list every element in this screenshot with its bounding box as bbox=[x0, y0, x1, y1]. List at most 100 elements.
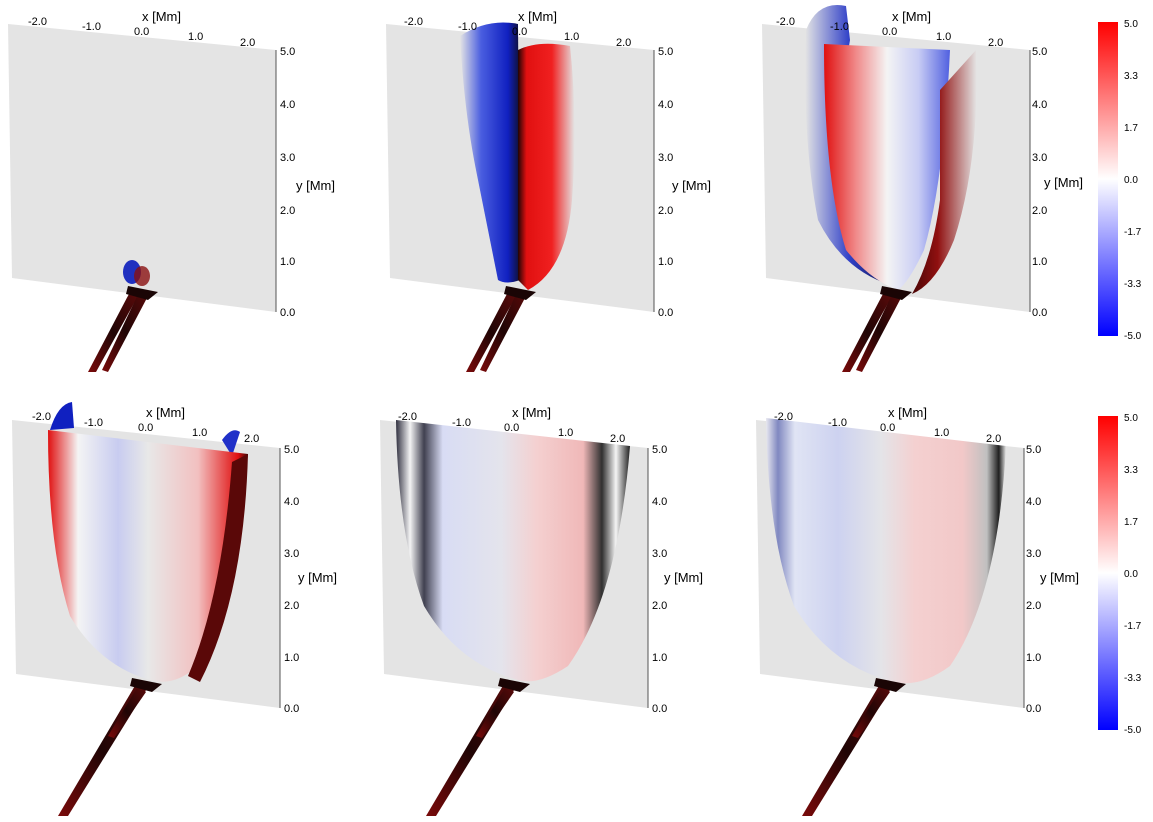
x-tick: 0.0 bbox=[880, 422, 895, 434]
slice-plane bbox=[8, 24, 276, 312]
colorbar-tick: 0.0 bbox=[1124, 569, 1138, 580]
colorbar-tick: 3.3 bbox=[1124, 71, 1138, 82]
x-axis-title: x [Mm] bbox=[142, 9, 181, 24]
y-tick: 5.0 bbox=[280, 46, 295, 58]
x-tick: 2.0 bbox=[616, 37, 631, 49]
blue-sheet bbox=[460, 22, 520, 283]
x-tick: 1.0 bbox=[936, 31, 951, 43]
dark-edge bbox=[188, 454, 248, 682]
x-axis-title: x [Mm] bbox=[518, 9, 557, 24]
x-tick: -2.0 bbox=[32, 411, 51, 423]
colorbar-gradient bbox=[1098, 416, 1118, 730]
red-sheet bbox=[518, 43, 575, 290]
y-tick: 0.0 bbox=[284, 703, 299, 715]
colorbar-tick: 5.0 bbox=[1124, 413, 1138, 424]
x-axis-title: x [Mm] bbox=[146, 405, 185, 420]
x-tick: 0.0 bbox=[138, 422, 153, 434]
y-tick: 2.0 bbox=[280, 205, 295, 217]
x-tick: -2.0 bbox=[774, 411, 793, 423]
y-tick: 3.0 bbox=[652, 548, 667, 560]
x-tick: 0.0 bbox=[504, 422, 519, 434]
jet-spike bbox=[88, 292, 138, 372]
x-axis: -2.0 -1.0 0.0 1.0 2.0 x [Mm] bbox=[404, 9, 631, 49]
y-axis: 5.0 4.0 3.0 2.0 1.0 0.0 y [Mm] bbox=[653, 46, 711, 319]
colorbar-bottom: 5.0 3.3 1.7 0.0 -1.7 -3.3 -5.0 bbox=[1098, 413, 1142, 736]
x-tick: -1.0 bbox=[84, 417, 103, 429]
x-axis: -2.0 -1.0 0.0 1.0 2.0 x [Mm] bbox=[32, 405, 259, 445]
x-tick: -1.0 bbox=[82, 21, 101, 33]
y-tick: 0.0 bbox=[280, 307, 295, 319]
red-outer-sheet bbox=[912, 50, 977, 294]
y-axis-title: y [Mm] bbox=[664, 570, 703, 585]
y-axis-title: y [Mm] bbox=[296, 178, 335, 193]
y-tick: 4.0 bbox=[284, 496, 299, 508]
y-axis-title: y [Mm] bbox=[1040, 570, 1079, 585]
colorbar-tick: -1.7 bbox=[1124, 227, 1142, 238]
jet-base bbox=[126, 286, 158, 300]
x-tick: -2.0 bbox=[404, 16, 423, 28]
y-axis: 5.0 4.0 3.0 2.0 1.0 0.0 y [Mm] bbox=[275, 46, 335, 319]
y-tick: 1.0 bbox=[284, 652, 299, 664]
y-axis-title: y [Mm] bbox=[298, 570, 337, 585]
panel-6: 5.0 4.0 3.0 2.0 1.0 0.0 y [Mm] -2.0 -1.0… bbox=[756, 405, 1079, 816]
x-axis: -2.0 -1.0 0.0 1.0 2.0 x [Mm] bbox=[774, 405, 1001, 445]
x-tick: 1.0 bbox=[192, 427, 207, 439]
colorbar-tick: 1.7 bbox=[1124, 517, 1138, 528]
x-tick: -2.0 bbox=[28, 16, 47, 28]
jet-spike bbox=[856, 290, 902, 372]
x-axis: -2.0 -1.0 0.0 1.0 2.0 x [Mm] bbox=[776, 9, 1003, 49]
y-axis: 5.0 4.0 3.0 2.0 1.0 0.0 y [Mm] bbox=[279, 444, 337, 715]
y-tick: 1.0 bbox=[652, 652, 667, 664]
panel-5: 5.0 4.0 3.0 2.0 1.0 0.0 y [Mm] -2.0 -1.0… bbox=[380, 405, 703, 816]
x-tick: 2.0 bbox=[240, 37, 255, 49]
y-tick: 3.0 bbox=[284, 548, 299, 560]
jet-base bbox=[880, 286, 912, 300]
jet-spike bbox=[466, 292, 516, 372]
jet-base bbox=[498, 678, 530, 692]
y-tick: 1.0 bbox=[1026, 652, 1041, 664]
colorbar-tick: -3.3 bbox=[1124, 279, 1142, 290]
y-tick: 1.0 bbox=[280, 256, 295, 268]
colorbar-tick: 3.3 bbox=[1124, 465, 1138, 476]
y-axis: 5.0 4.0 3.0 2.0 1.0 0.0 y [Mm] bbox=[647, 444, 703, 715]
x-axis-title: x [Mm] bbox=[888, 405, 927, 420]
y-tick: 0.0 bbox=[652, 703, 667, 715]
y-tick: 4.0 bbox=[1026, 496, 1041, 508]
y-tick: 0.0 bbox=[658, 307, 673, 319]
x-tick: -2.0 bbox=[776, 16, 795, 28]
x-tick: -1.0 bbox=[452, 417, 471, 429]
y-axis-title: y [Mm] bbox=[672, 178, 711, 193]
y-tick: 5.0 bbox=[1026, 444, 1041, 456]
y-tick: 2.0 bbox=[652, 600, 667, 612]
jet-base bbox=[130, 678, 162, 692]
y-tick: 4.0 bbox=[652, 496, 667, 508]
y-tick: 1.0 bbox=[1032, 256, 1047, 268]
y-tick: 0.0 bbox=[1032, 307, 1047, 319]
red-lobe bbox=[134, 266, 150, 286]
y-tick: 5.0 bbox=[284, 444, 299, 456]
jet-spike bbox=[476, 686, 514, 738]
x-tick: 1.0 bbox=[188, 31, 203, 43]
colorbar-tick: 5.0 bbox=[1124, 19, 1138, 30]
y-tick: 3.0 bbox=[1032, 152, 1047, 164]
x-axis-title: x [Mm] bbox=[512, 405, 551, 420]
y-tick: 2.0 bbox=[658, 205, 673, 217]
y-tick: 2.0 bbox=[284, 600, 299, 612]
y-tick: 3.0 bbox=[1026, 548, 1041, 560]
y-tick: 5.0 bbox=[652, 444, 667, 456]
x-tick: 1.0 bbox=[558, 427, 573, 439]
jet-spike bbox=[852, 686, 890, 738]
y-tick: 5.0 bbox=[1032, 46, 1047, 58]
y-tick: 3.0 bbox=[280, 152, 295, 164]
colorbar-tick: -5.0 bbox=[1124, 331, 1142, 342]
center-sheet bbox=[824, 44, 950, 290]
y-tick: 0.0 bbox=[1026, 703, 1041, 715]
panel-3: 5.0 4.0 3.0 2.0 1.0 0.0 y [Mm] -2.0 -1.0… bbox=[762, 5, 1083, 372]
y-axis: 5.0 4.0 3.0 2.0 1.0 0.0 y [Mm] bbox=[1029, 46, 1083, 319]
colorbar-tick: 0.0 bbox=[1124, 175, 1138, 186]
colorbar-gradient bbox=[1098, 22, 1118, 336]
colorbar-tick: -3.3 bbox=[1124, 673, 1142, 684]
y-tick: 4.0 bbox=[658, 99, 673, 111]
jet-base bbox=[874, 678, 906, 692]
y-tick: 1.0 bbox=[658, 256, 673, 268]
